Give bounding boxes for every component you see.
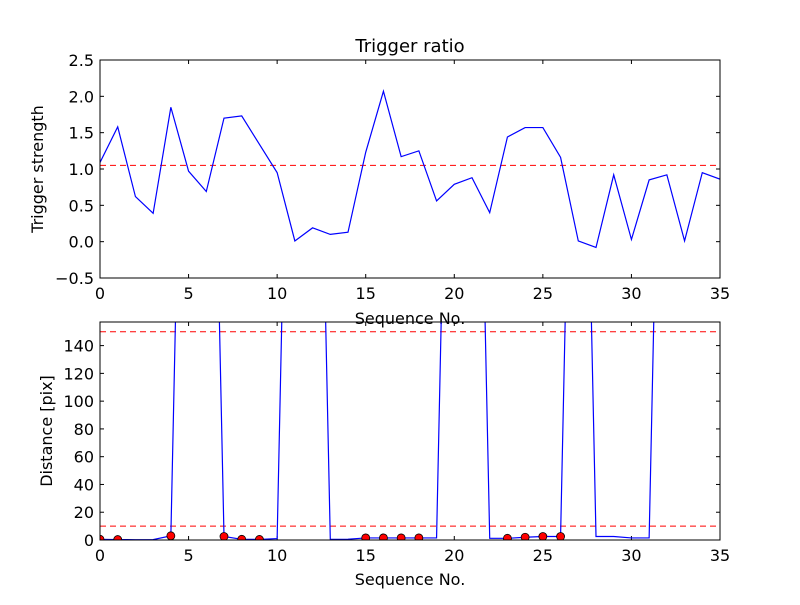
data-series (100, 322, 655, 540)
data-point (166, 531, 176, 540)
data-point (396, 533, 406, 540)
series-line (100, 89, 720, 249)
data-point (556, 532, 565, 540)
y-tick-label: 100 (63, 392, 94, 411)
plot-frame (99, 59, 721, 279)
x-tick-label: 5 (183, 284, 193, 303)
x-tick-label: 0 (95, 284, 105, 303)
data-point (361, 533, 371, 540)
x-axis-label: Sequence No. (355, 309, 466, 328)
chart-title: Trigger ratio (354, 36, 464, 57)
x-tick-label: 10 (267, 546, 287, 565)
y-tick-label: 2.0 (69, 87, 94, 106)
y-tick-label: 40 (74, 475, 94, 494)
x-tick-label: 30 (621, 546, 641, 565)
y-axis-label: Distance [pix] (37, 375, 56, 487)
data-series (100, 89, 720, 249)
x-tick-label: 10 (267, 284, 287, 303)
x-tick-label: 0 (95, 546, 105, 565)
y-tick-label: 20 (74, 503, 94, 522)
y-tick-label: 60 (74, 448, 94, 467)
series-line (100, 322, 655, 540)
y-tick-label: 120 (63, 364, 94, 383)
y-tick-label: 0.0 (69, 233, 94, 252)
data-point (100, 534, 105, 540)
y-tick-label: 0.5 (69, 196, 94, 215)
y-tick-label: 2.5 (69, 51, 94, 70)
y-tick-label: 1.0 (69, 160, 94, 179)
x-tick-label: 15 (356, 284, 376, 303)
tick-labels: 0 5 10 15 20 25 30 35 −0.5 0.0 0.5 1.0 1.5 2.0 2.5 (55, 51, 730, 303)
threshold-lines (100, 331, 720, 527)
y-tick-label: 140 (63, 337, 94, 356)
distance-panel: 0 5 10 15 20 25 30 35 0 20 40 60 80 100 120 140 Sequenc… (37, 321, 730, 589)
y-tick-label: −0.5 (55, 269, 94, 288)
data-point (219, 532, 229, 540)
data-point (538, 532, 548, 540)
data-point (503, 533, 512, 540)
data-point (414, 533, 424, 540)
x-tick-label: 25 (533, 546, 553, 565)
y-axis-label: Trigger strength (28, 105, 47, 234)
axis-ticks (99, 59, 721, 279)
axis-ticks (99, 322, 721, 541)
x-tick-label: 20 (444, 284, 464, 303)
x-tick-label: 35 (710, 546, 730, 565)
x-axis-label: Sequence No. (355, 570, 466, 589)
x-tick-label: 15 (356, 546, 376, 565)
x-tick-label: 5 (183, 546, 193, 565)
x-tick-label: 20 (444, 546, 464, 565)
data-point (237, 534, 247, 540)
x-tick-label: 25 (533, 284, 553, 303)
data-point (520, 532, 530, 540)
x-tick-label: 35 (710, 284, 730, 303)
x-tick-label: 30 (621, 284, 641, 303)
trigger-ratio-panel: Trigger ratio 0 5 10 15 20 25 30 35 −0.5 0.0 0.5 1.… (28, 36, 730, 328)
y-tick-label: 1.5 (69, 124, 94, 143)
data-point (255, 535, 264, 540)
tick-labels: 0 5 10 15 20 25 30 35 0 20 40 60 80 100 120 140 (63, 337, 730, 565)
y-tick-label: 0 (84, 531, 94, 550)
plot-frame (99, 321, 721, 541)
y-tick-label: 80 (74, 420, 94, 439)
data-point (379, 533, 388, 540)
